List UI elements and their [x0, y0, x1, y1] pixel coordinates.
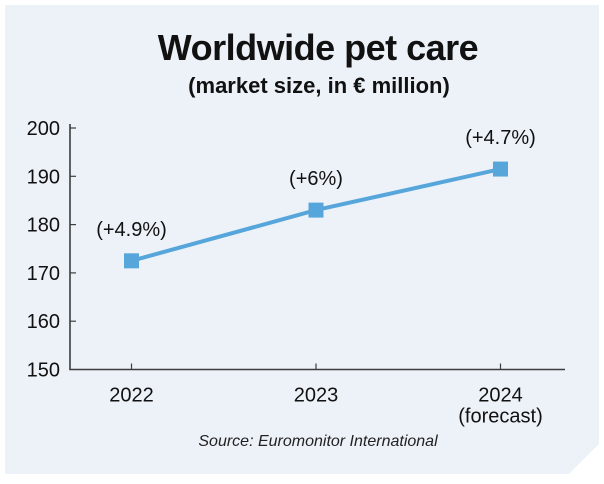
y-tick-label: 190 [27, 166, 60, 188]
x-tick-sublabel: (forecast) [458, 406, 542, 428]
chart-card [5, 5, 599, 474]
x-tick-label: 2024 [478, 385, 523, 407]
y-tick-label: 150 [27, 360, 60, 382]
data-point-marker [308, 202, 324, 218]
chart-title: Worldwide pet care [157, 27, 479, 68]
y-tick-label: 200 [27, 118, 60, 140]
x-tick-label: 2023 [294, 385, 339, 407]
y-tick-label: 160 [27, 311, 60, 333]
y-tick-label: 170 [27, 263, 60, 285]
axes [69, 124, 565, 371]
y-tick-label: 180 [27, 215, 60, 237]
x-tick-label: 2022 [109, 385, 154, 407]
chart-subtitle: (market size, in € million) [188, 73, 450, 98]
growth-annotation: (+4.7%) [465, 127, 536, 149]
source-credit: Source: Euromonitor International [198, 433, 438, 450]
data-point-marker [493, 161, 508, 177]
data-point-marker [124, 253, 139, 269]
growth-annotation: (+4.9%) [96, 219, 167, 241]
growth-annotation: (+6%) [289, 168, 343, 190]
